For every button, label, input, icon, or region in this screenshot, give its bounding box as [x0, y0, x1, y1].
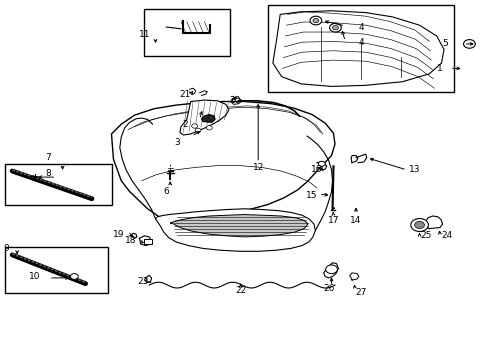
Text: 4: 4 [358, 23, 364, 32]
Text: 6: 6 [163, 187, 169, 196]
Bar [5, 164, 112, 205]
Text: 11: 11 [138, 30, 150, 39]
Text: 9: 9 [3, 244, 9, 253]
Text: 7: 7 [45, 153, 51, 162]
Text: 23: 23 [137, 277, 148, 286]
Bar [267, 5, 453, 92]
Polygon shape [323, 263, 338, 278]
Bar [144, 9, 229, 56]
Text: 19: 19 [112, 230, 124, 239]
Circle shape [329, 23, 341, 32]
Text: 20: 20 [228, 96, 240, 105]
Text: 17: 17 [327, 216, 339, 225]
Text: 22: 22 [234, 287, 246, 295]
Polygon shape [201, 114, 215, 122]
Bar [144, 239, 151, 244]
Text: 21: 21 [179, 90, 190, 99]
Text: 25: 25 [420, 231, 431, 240]
Circle shape [325, 265, 337, 274]
Circle shape [312, 18, 318, 23]
Text: 2: 2 [182, 120, 187, 129]
Circle shape [206, 126, 212, 130]
Text: 16: 16 [310, 166, 322, 175]
Text: 10: 10 [28, 272, 40, 281]
Text: 5: 5 [441, 39, 447, 48]
Text: 4: 4 [358, 38, 364, 47]
Text: 8: 8 [45, 169, 51, 178]
Text: 14: 14 [349, 216, 361, 225]
Polygon shape [180, 100, 228, 135]
Polygon shape [425, 216, 442, 229]
Circle shape [414, 221, 424, 229]
Polygon shape [272, 11, 443, 86]
Text: 13: 13 [408, 166, 420, 175]
Text: 24: 24 [441, 231, 452, 240]
Polygon shape [170, 215, 307, 237]
Text: 26: 26 [322, 284, 334, 293]
Polygon shape [111, 102, 334, 220]
Circle shape [309, 16, 321, 25]
Circle shape [410, 219, 427, 231]
Text: 12: 12 [252, 163, 264, 172]
Circle shape [318, 161, 325, 166]
Text: 15: 15 [305, 191, 317, 199]
Circle shape [332, 26, 338, 30]
Text: 27: 27 [354, 288, 366, 297]
Circle shape [70, 274, 78, 279]
Polygon shape [155, 209, 315, 251]
Text: 3: 3 [174, 139, 180, 148]
Text: 18: 18 [125, 236, 137, 245]
Text: 1: 1 [436, 64, 442, 73]
Circle shape [191, 124, 197, 128]
Circle shape [463, 40, 474, 48]
Bar [5, 247, 107, 293]
Circle shape [195, 128, 201, 132]
